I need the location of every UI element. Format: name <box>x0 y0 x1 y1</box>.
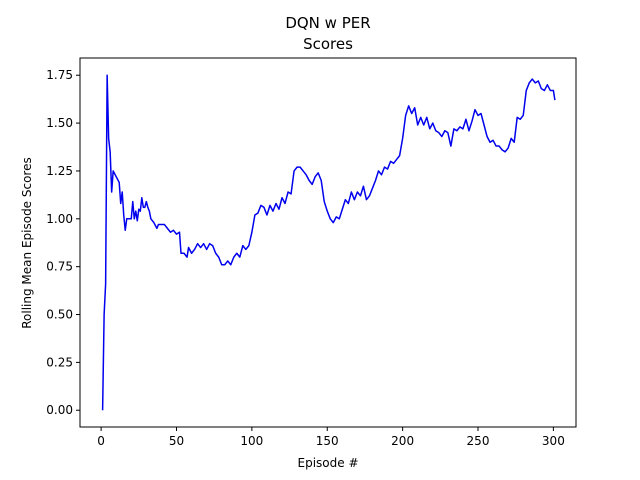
y-axis-ticks: 0.00 0.25 0.50 0.75 1.00 1.25 1.50 1.75 <box>46 68 80 417</box>
chart-title-line2: Scores <box>303 35 353 53</box>
x-axis-label: Episode # <box>298 456 359 470</box>
y-axis-label: Rolling Mean Episode Scores <box>20 157 34 329</box>
x-tick-label: 300 <box>542 434 565 448</box>
y-tick-label: 1.00 <box>46 212 73 226</box>
axes-frame <box>79 57 577 428</box>
x-tick-label: 100 <box>240 434 263 448</box>
plot-area <box>101 74 556 411</box>
x-tick-label: 250 <box>467 434 490 448</box>
x-tick-label: 150 <box>316 434 339 448</box>
series-line <box>101 74 556 411</box>
x-tick-label: 200 <box>391 434 414 448</box>
chart-title-line1: DQN w PER <box>285 14 370 32</box>
y-tick-label: 0.00 <box>46 403 73 417</box>
y-tick-label: 1.25 <box>46 164 73 178</box>
x-tick-label: 50 <box>169 434 184 448</box>
y-tick-label: 0.75 <box>46 260 73 274</box>
y-tick-label: 0.25 <box>46 355 73 369</box>
y-tick-label: 1.75 <box>46 68 73 82</box>
y-tick-label: 1.50 <box>46 116 73 130</box>
x-axis-ticks: 0 50 100 150 200 250 300 <box>97 427 565 448</box>
x-tick-label: 0 <box>97 434 105 448</box>
y-tick-label: 0.50 <box>46 308 73 322</box>
